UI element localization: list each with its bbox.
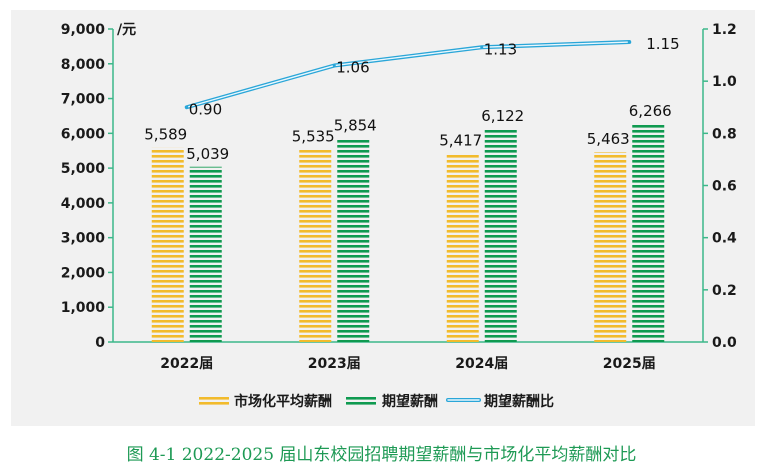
ratio-line-highlight — [186, 41, 630, 108]
data-label-expected-salary: 5,039 — [186, 145, 229, 163]
data-label-market-salary: 5,535 — [292, 128, 335, 146]
bar-market-salary[interactable] — [446, 153, 479, 342]
bar-expected-salary[interactable] — [189, 166, 222, 342]
legend-swatch-expected-2 — [346, 402, 376, 405]
left-tick-label: 3,000 — [61, 231, 106, 247]
right-tick-label: 1.0 — [712, 74, 737, 90]
ratio-point[interactable] — [185, 105, 189, 109]
data-label-expected-salary: 6,266 — [629, 102, 672, 120]
bar-expected-salary[interactable] — [484, 129, 517, 342]
data-label-ratio: 1.15 — [646, 35, 679, 53]
x-tick-label: 2024届 — [455, 356, 508, 372]
data-label-market-salary: 5,463 — [587, 130, 630, 148]
right-tick-label: 0.6 — [712, 179, 737, 195]
data-label-ratio: 1.13 — [484, 40, 517, 58]
right-tick-label: 0.8 — [712, 126, 737, 142]
right-y-axis: 0.0 0.2 0.4 0.6 0.8 1.0 1.2 — [702, 22, 737, 351]
left-tick-label: 4,000 — [61, 196, 106, 212]
legend-label-market: 市场化平均薪酬 — [234, 393, 332, 410]
left-tick-label: 5,000 — [61, 161, 106, 177]
bar-expected-salary[interactable] — [632, 124, 665, 342]
x-axis-labels: 2022届 2023届 2024届 2025届 — [160, 356, 655, 372]
data-label-market-salary: 5,417 — [439, 132, 482, 150]
legend-swatch-market-2 — [199, 402, 229, 405]
left-tick-label: 2,000 — [61, 265, 106, 281]
chart-panel — [11, 10, 755, 426]
right-tick-label: 1.2 — [712, 22, 737, 38]
right-tick-label: 0.0 — [712, 335, 737, 351]
ratio-point[interactable] — [480, 45, 484, 49]
left-axis-unit: /元 — [117, 22, 136, 38]
data-label-ratio: 0.90 — [189, 100, 222, 118]
legend-label-expected: 期望薪酬 — [382, 393, 438, 410]
legend-item-market[interactable]: 市场化平均薪酬 — [199, 393, 332, 410]
legend-item-ratio[interactable]: 期望薪酬比 — [446, 393, 554, 410]
bar-market-salary[interactable] — [151, 147, 184, 342]
left-y-axis: 0 1,000 2,000 3,000 4,000 5,000 6,000 7,000 8,00… — [61, 22, 703, 351]
x-tick-label: 2025届 — [603, 356, 656, 372]
data-label-market-salary: 5,589 — [144, 126, 187, 144]
ratio-line-group: 0.90 1.06 1.13 1.15 — [184, 35, 680, 118]
data-label-expected-salary: 5,854 — [334, 116, 377, 134]
left-tick-label: 6,000 — [61, 126, 106, 142]
x-tick-label: 2023届 — [308, 356, 361, 372]
ratio-line[interactable] — [184, 40, 632, 110]
legend-swatch-market — [199, 397, 229, 400]
legend-swatch-expected — [346, 397, 376, 400]
ratio-point[interactable] — [627, 40, 631, 44]
right-tick-label: 0.2 — [712, 283, 737, 299]
bar-market-salary[interactable] — [299, 149, 332, 342]
ratio-point[interactable] — [332, 64, 336, 68]
left-tick-label: 1,000 — [61, 300, 106, 316]
left-tick-label: 0 — [95, 335, 105, 351]
data-label-expected-salary: 6,122 — [481, 107, 524, 125]
bar-expected-salary[interactable] — [337, 138, 370, 342]
legend-label-ratio: 期望薪酬比 — [484, 393, 554, 410]
data-label-ratio: 1.06 — [336, 59, 369, 77]
legend-item-expected[interactable]: 期望薪酬 — [346, 393, 438, 410]
left-tick-label: 7,000 — [61, 92, 106, 108]
left-tick-label: 9,000 — [61, 22, 106, 38]
x-tick-label: 2022届 — [160, 356, 213, 372]
right-tick-label: 0.4 — [712, 231, 737, 247]
bar-market-salary[interactable] — [594, 152, 627, 342]
figure-caption: 图 4-1 2022-2025 届山东校园招聘期望薪酬与市场化平均薪酬对比 — [126, 445, 637, 465]
left-tick-label: 8,000 — [61, 57, 106, 73]
legend: 市场化平均薪酬 期望薪酬 期望薪酬比 — [199, 393, 554, 410]
